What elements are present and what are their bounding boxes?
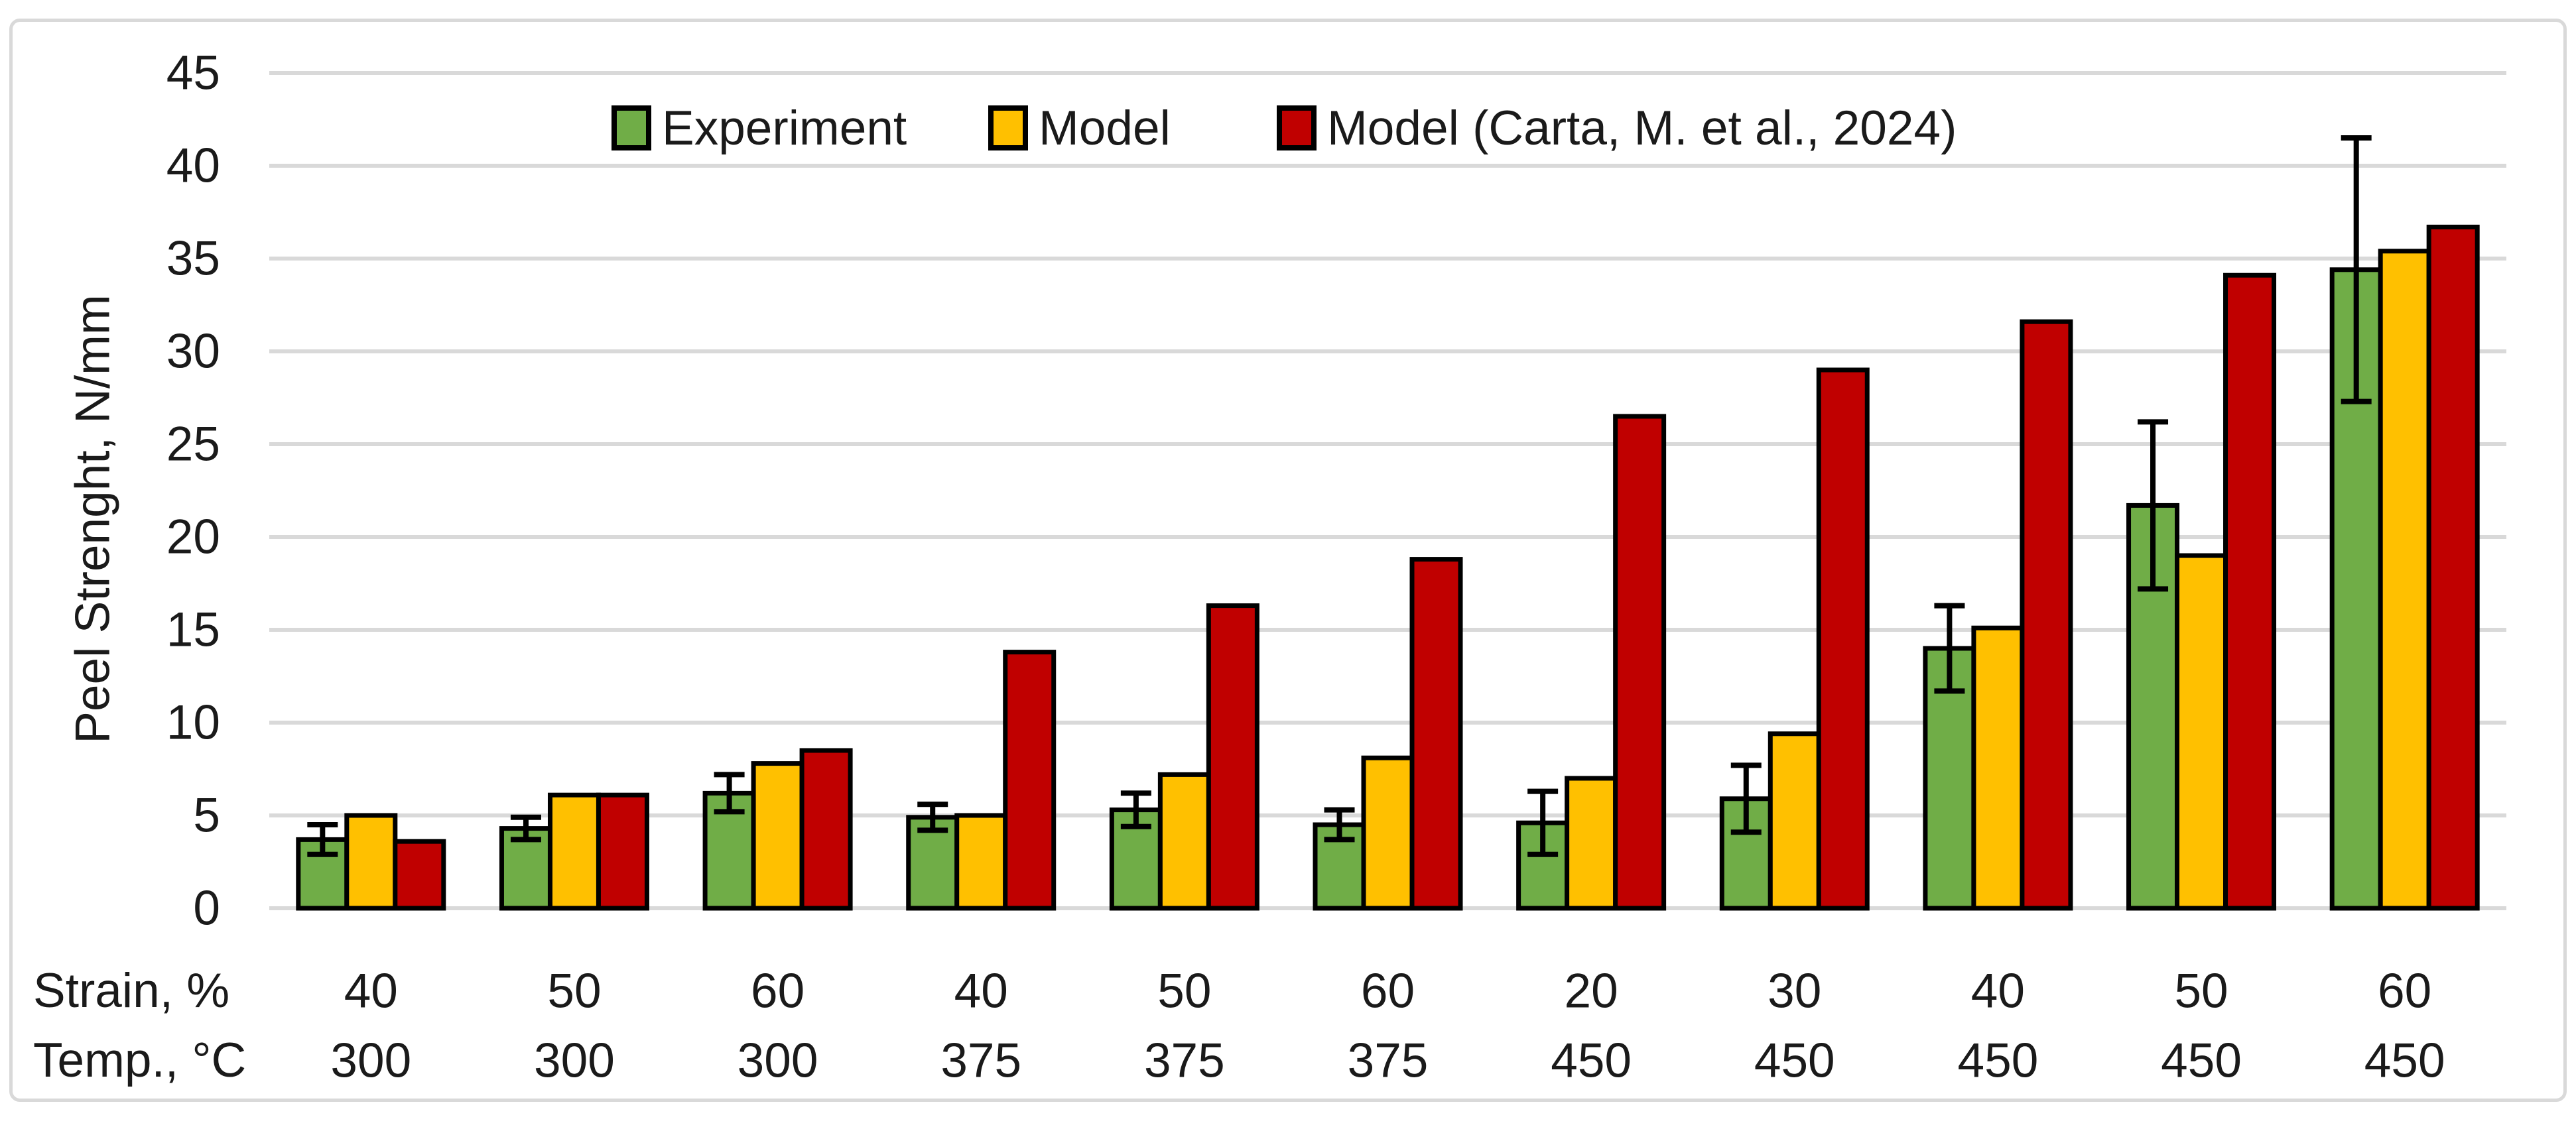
temp-value-label-10: 450 (2364, 1034, 2445, 1088)
bar-model-9 (2175, 553, 2228, 911)
temp-value-label-7: 450 (1754, 1034, 1835, 1088)
legend-swatch-model (988, 105, 1028, 150)
strain-value-label-6: 20 (1565, 965, 1618, 1018)
bar-model-carta-m-et-al-2024-9 (2223, 272, 2277, 911)
y-tick-label-35: 35 (166, 232, 220, 286)
legend-swatch-experiment (612, 105, 651, 150)
bar-model-1 (547, 792, 601, 911)
bar-model-carta-m-et-al-2024-7 (1816, 367, 1870, 911)
bar-model-carta-m-et-al-2024-6 (1613, 414, 1667, 911)
temp-value-label-0: 300 (330, 1034, 411, 1088)
bar-model-carta-m-et-al-2024-4 (1206, 603, 1259, 911)
strain-value-label-10: 60 (2378, 965, 2431, 1018)
strain-value-label-4: 50 (1157, 965, 1211, 1018)
temp-value-label-4: 375 (1144, 1034, 1225, 1088)
temp-value-label-9: 450 (2161, 1034, 2242, 1088)
bar-experiment-6 (1516, 820, 1570, 911)
bar-model-2 (751, 761, 805, 911)
bar-model-0 (344, 813, 398, 911)
temp-value-label-6: 450 (1551, 1034, 1632, 1088)
x-row-label-strain: Strain, % (33, 964, 230, 1018)
y-axis-title: Peel Strenght, N/mm (66, 294, 120, 744)
y-tick-label-40: 40 (166, 139, 220, 193)
legend-item-model: Model (988, 101, 1171, 155)
y-tick-label-0: 0 (193, 882, 220, 935)
temp-value-label-5: 375 (1348, 1034, 1429, 1088)
temp-value-label-2: 300 (738, 1034, 818, 1088)
bar-model-3 (954, 813, 1008, 911)
legend: Experiment Model Model (Carta, M. et al., … (0, 101, 2576, 155)
bar-model-7 (1768, 731, 1821, 911)
y-tick-label-5: 5 (193, 789, 220, 843)
bar-model-5 (1361, 755, 1415, 911)
strain-value-label-8: 40 (1971, 965, 2025, 1018)
bar-model-carta-m-et-al-2024-10 (2426, 224, 2480, 911)
legend-item-model-carta-m-et-al-2024: Model (Carta, M. et al., 2024) (1277, 101, 1957, 155)
strain-value-label-1: 50 (547, 965, 601, 1018)
strain-value-label-9: 50 (2174, 965, 2228, 1018)
strain-value-label-2: 60 (751, 965, 805, 1018)
bar-model-carta-m-et-al-2024-1 (596, 792, 649, 911)
y-tick-label-15: 15 (166, 603, 220, 657)
temp-value-label-8: 450 (1958, 1034, 2039, 1088)
strain-value-label-7: 30 (1768, 965, 1821, 1018)
bar-model-6 (1565, 776, 1618, 911)
y-tick-label-30: 30 (166, 325, 220, 379)
strain-value-label-0: 40 (344, 965, 398, 1018)
legend-label-model-carta-m-et-al-2024: Model (Carta, M. et al., 2024) (1327, 101, 1957, 155)
legend-item-experiment: Experiment (612, 101, 907, 155)
bar-experiment-8 (1923, 646, 1976, 911)
bar-model-carta-m-et-al-2024-0 (393, 839, 446, 911)
bar-model-carta-m-et-al-2024-2 (799, 748, 853, 911)
temp-value-label-1: 300 (534, 1034, 615, 1088)
temp-value-label-3: 375 (940, 1034, 1021, 1088)
bar-model-10 (2378, 249, 2431, 911)
y-tick-label-25: 25 (166, 418, 220, 471)
bar-model-4 (1157, 772, 1211, 911)
bar-model-carta-m-et-al-2024-3 (1003, 650, 1057, 911)
strain-value-label-3: 40 (954, 965, 1008, 1018)
y-tick-label-10: 10 (166, 696, 220, 750)
bar-model-8 (1971, 625, 2025, 911)
y-tick-label-45: 45 (166, 46, 220, 100)
y-tick-label-20: 20 (166, 510, 220, 564)
legend-label-experiment: Experiment (662, 101, 907, 155)
bar-model-carta-m-et-al-2024-8 (2020, 319, 2073, 911)
bar-experiment-1 (499, 826, 552, 911)
strain-value-label-5: 60 (1361, 965, 1415, 1018)
bar-model-carta-m-et-al-2024-5 (1409, 557, 1463, 911)
legend-label-model: Model (1039, 101, 1171, 155)
legend-swatch-model-carta-m-et-al-2024 (1277, 105, 1317, 150)
x-row-label-temp: Temp., °C (33, 1034, 247, 1087)
